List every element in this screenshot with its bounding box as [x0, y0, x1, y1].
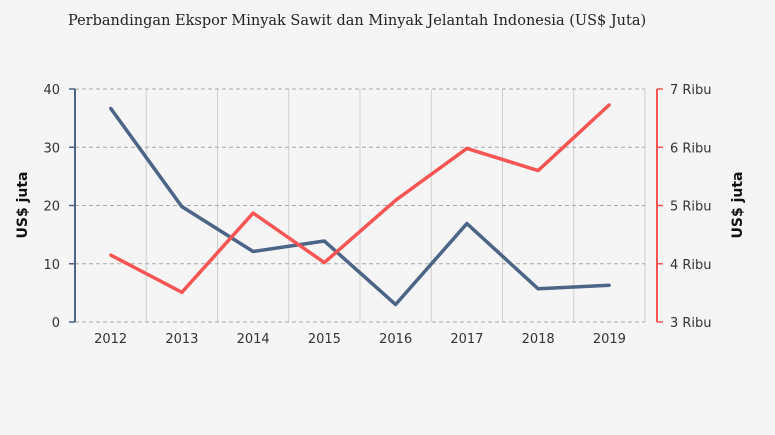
series-2-point — [109, 253, 113, 257]
chart-title: Perbandingan Ekspor Minyak Sawit dan Min… — [68, 13, 647, 29]
series-2-point — [251, 211, 255, 215]
right-tick-label: 3 Ribu — [670, 316, 712, 331]
series-2-point — [394, 198, 398, 202]
left-tick-label: 20 — [43, 200, 60, 215]
series-2-point — [536, 169, 540, 173]
right-tick-label: 6 Ribu — [670, 141, 712, 156]
x-tick-label: 2014 — [237, 332, 270, 347]
right-tick-label: 4 Ribu — [670, 258, 712, 273]
x-tick-label: 2016 — [379, 332, 412, 347]
left-tick-label: 40 — [43, 83, 60, 98]
series-1-point — [109, 106, 113, 110]
series-line-2 — [109, 103, 611, 295]
series-line-1 — [109, 107, 610, 307]
x-tick-label: 2013 — [165, 332, 198, 347]
x-tick-label: 2017 — [450, 332, 483, 347]
left-tick-label: 30 — [43, 141, 60, 156]
left-axis-title: US$ juta — [15, 172, 31, 239]
right-axis-title: US$ juta — [730, 172, 746, 239]
x-tick-label: 2015 — [308, 332, 341, 347]
series-2-point — [322, 261, 326, 265]
right-tick-label: 7 Ribu — [670, 83, 712, 98]
right-tick-label: 5 Ribu — [670, 200, 712, 215]
series-1-point — [180, 205, 184, 209]
series-2-point — [607, 103, 611, 107]
series-1-point — [465, 222, 469, 226]
x-tick-label: 2012 — [94, 332, 127, 347]
series-1-point — [251, 250, 255, 254]
series-1-point — [322, 239, 326, 243]
series-2-point — [180, 290, 184, 294]
series-1-point — [536, 287, 540, 291]
series-1-point — [607, 283, 611, 287]
series-1-point — [394, 303, 398, 307]
series-2-point — [465, 146, 469, 150]
x-tick-label: 2019 — [593, 332, 626, 347]
left-tick-label: 10 — [43, 258, 60, 273]
x-tick-label: 2018 — [522, 332, 555, 347]
left-tick-label: 0 — [52, 316, 60, 331]
